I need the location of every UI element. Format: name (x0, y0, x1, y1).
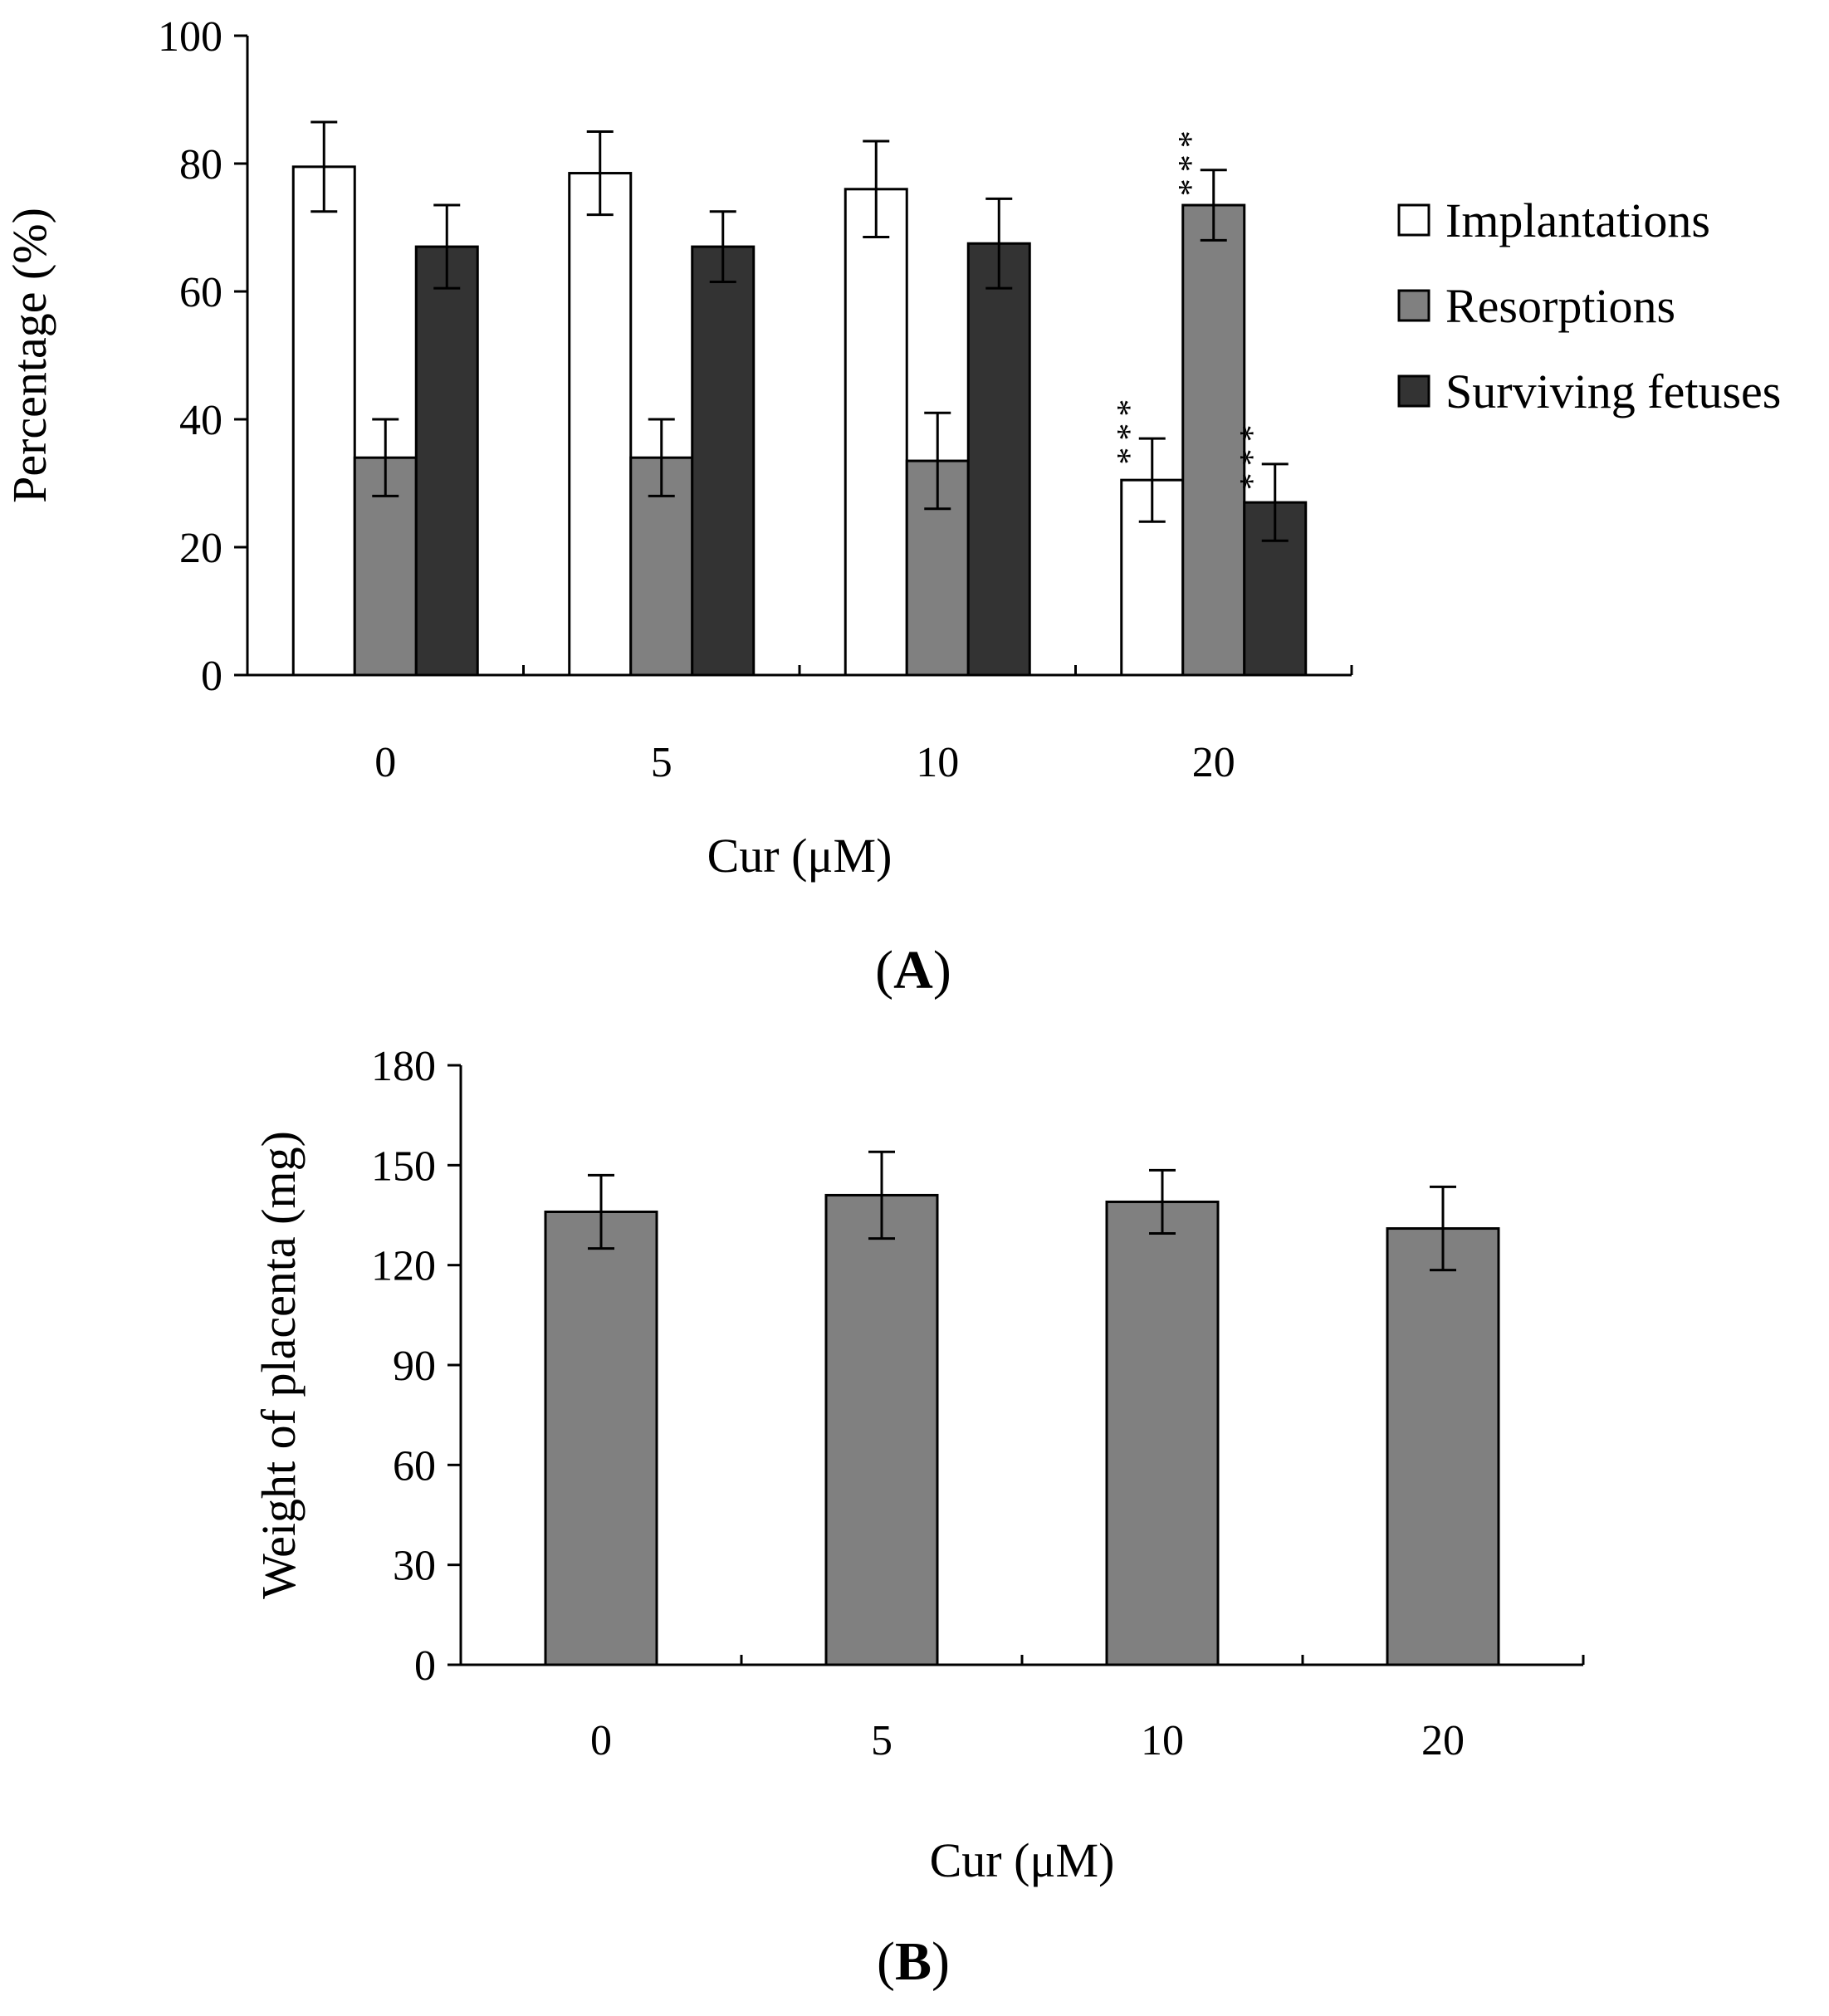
bar (414, 245, 479, 677)
x-tick-label: 20 (1192, 739, 1235, 786)
panel-b-chart: 0 30 60 90 120 150 180 0 5 10 20 Cur (μM) Weight of … (252, 1043, 1585, 1887)
legend-swatch (1397, 203, 1430, 237)
y-tick-label: 150 (371, 1143, 436, 1190)
bar (824, 1193, 939, 1666)
panel-a-label: (A) (875, 940, 951, 1001)
significance-marker: *** (1172, 124, 1210, 196)
x-tick-label: 0 (374, 739, 396, 786)
y-tick-label: 100 (158, 13, 223, 61)
y-tick-label: 40 (179, 397, 223, 444)
x-axis-title: Cur (μM) (930, 1833, 1115, 1887)
bar (691, 245, 756, 677)
y-tick-label: 0 (414, 1642, 436, 1690)
significance-marker: *** (1234, 418, 1272, 490)
x-tick-label: 20 (1421, 1717, 1465, 1764)
y-tick-label: 20 (179, 525, 223, 572)
y-tick-label: 90 (393, 1343, 436, 1390)
bar (1105, 1200, 1220, 1666)
legend-swatch (1397, 289, 1430, 322)
bar (844, 188, 908, 677)
y-tick-label: 0 (201, 653, 223, 700)
y-tick-label: 120 (371, 1243, 436, 1290)
y-axis-title: Percentage (%) (2, 208, 56, 503)
x-tick-label: 10 (916, 739, 959, 786)
legend-label: Resorptions (1445, 279, 1675, 333)
x-tick-label: 0 (590, 1717, 612, 1764)
x-tick-label: 5 (871, 1717, 892, 1764)
y-tick-label: 30 (393, 1543, 436, 1590)
y-axis-title: Weight of placenta (mg) (252, 1131, 306, 1599)
x-axis-title: Cur (μM) (707, 829, 892, 883)
y-tick-label: 180 (371, 1043, 436, 1090)
panel-a-letter: A (893, 940, 933, 1001)
bar (568, 172, 633, 677)
bar (966, 242, 1031, 677)
panel-a-chart: 0 20 40 60 80 100 0 5 10 20 *** *** *** Cur (μM) Perce… (2, 13, 1781, 883)
bar (291, 165, 356, 677)
bar (1181, 203, 1246, 677)
y-tick-label: 60 (393, 1442, 436, 1490)
panel-b-letter: B (895, 1931, 932, 1992)
legend-label: Surviving fetuses (1445, 365, 1781, 418)
x-tick-label: 5 (651, 739, 672, 786)
y-tick-label: 80 (179, 141, 223, 188)
bar (544, 1210, 658, 1666)
x-tick-label: 10 (1141, 1717, 1184, 1764)
legend-label: Implantations (1445, 193, 1710, 247)
panel-b-label: (B) (877, 1931, 950, 1992)
y-tick-label: 60 (179, 269, 223, 316)
significance-marker: *** (1111, 393, 1149, 465)
bar (1386, 1227, 1500, 1666)
legend-swatch (1397, 374, 1430, 408)
